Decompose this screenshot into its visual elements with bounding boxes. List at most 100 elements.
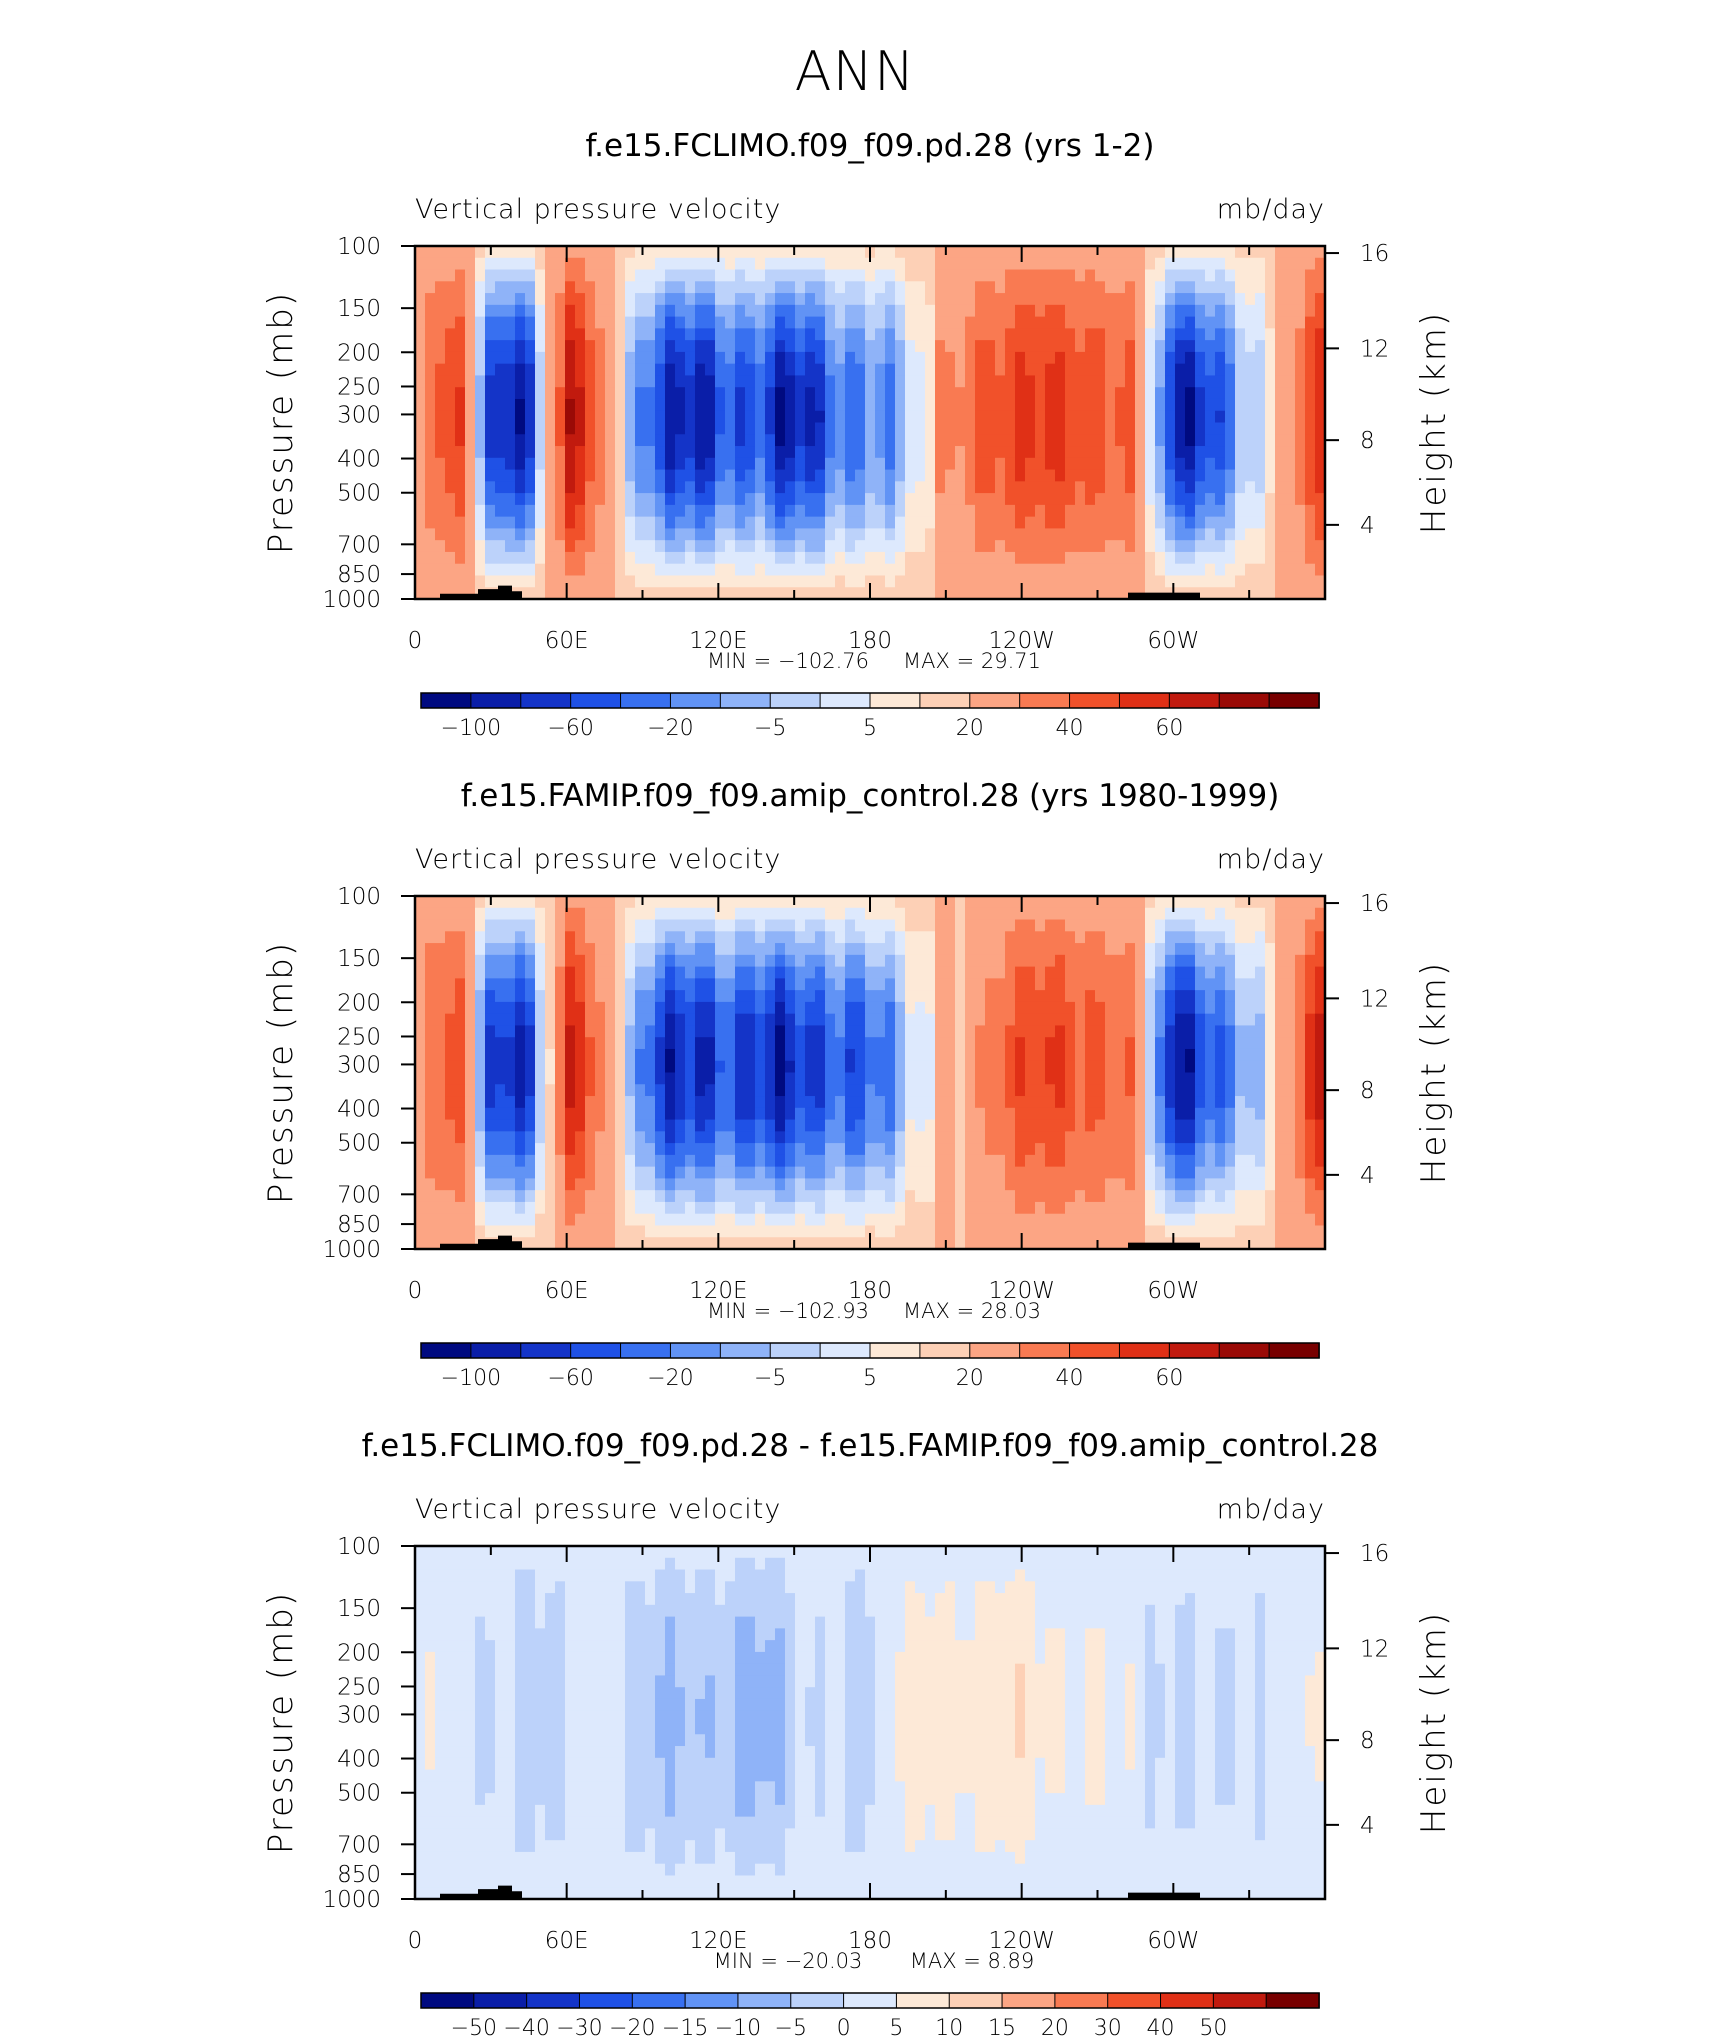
field-cell xyxy=(905,954,916,968)
field-cell xyxy=(995,575,1006,588)
field-cell xyxy=(685,528,696,541)
field-cell xyxy=(1085,943,1096,956)
field-cell xyxy=(1025,907,1036,921)
field-cell xyxy=(875,410,886,424)
field-cell xyxy=(1255,340,1266,353)
field-cell xyxy=(605,363,616,377)
field-cell xyxy=(1095,1072,1106,1085)
field-cell xyxy=(485,575,496,588)
field-cell xyxy=(695,551,706,565)
field-cell xyxy=(415,575,426,588)
field-cell xyxy=(585,504,596,518)
field-cell xyxy=(905,504,916,518)
field-cell xyxy=(885,563,896,577)
field-cell xyxy=(545,481,556,494)
field-cell xyxy=(595,1213,606,1227)
field-cell xyxy=(965,1096,976,1109)
field-cell xyxy=(495,540,506,553)
field-cell xyxy=(525,1190,536,1203)
field-cell xyxy=(725,919,736,932)
field-cell xyxy=(1025,1001,1036,1015)
field-cell xyxy=(545,493,556,506)
field-cell xyxy=(885,1237,896,1249)
field-cell xyxy=(1315,304,1325,318)
field-cell xyxy=(895,943,906,956)
field-cell xyxy=(945,1037,956,1050)
field-cell xyxy=(1255,540,1266,553)
field-cell xyxy=(575,481,586,494)
field-cell xyxy=(865,1048,876,1062)
field-cell xyxy=(1015,1001,1026,1015)
field-cell xyxy=(665,457,676,471)
field-cell xyxy=(1035,1225,1046,1238)
field-cell xyxy=(1065,563,1076,577)
field-cell xyxy=(445,434,456,447)
field-cell xyxy=(435,387,446,400)
field-cell xyxy=(745,1201,756,1215)
field-cell xyxy=(895,1237,906,1249)
field-cell xyxy=(665,1213,676,1227)
field-cell xyxy=(455,504,466,518)
field-cell xyxy=(905,528,916,541)
field-cell xyxy=(725,1025,736,1038)
field-cell xyxy=(615,978,626,991)
field-cell xyxy=(525,422,536,435)
field-cell xyxy=(485,410,496,424)
field-cell xyxy=(955,328,966,341)
field-cell xyxy=(865,1225,876,1238)
field-cell xyxy=(1055,1201,1066,1215)
field-cell xyxy=(535,1048,546,1062)
field-cell xyxy=(945,919,956,932)
field-cell xyxy=(775,481,786,494)
field-cell xyxy=(905,281,916,294)
field-cell xyxy=(1115,493,1126,506)
field-cell xyxy=(785,1013,796,1027)
field-cell xyxy=(825,978,836,991)
field-cell xyxy=(1005,516,1016,529)
field-cell xyxy=(925,896,936,909)
field-cell xyxy=(735,587,746,599)
field-cell xyxy=(745,1096,756,1109)
field-cell xyxy=(455,469,466,482)
field-cell xyxy=(955,293,966,306)
field-cell xyxy=(685,1060,696,1074)
field-cell xyxy=(525,304,536,318)
field-cell xyxy=(1095,1048,1106,1062)
field-cell xyxy=(1135,493,1146,506)
field-cell xyxy=(485,304,496,318)
field-cell xyxy=(1095,387,1106,400)
field-cell xyxy=(515,351,526,365)
field-cell xyxy=(1015,375,1026,388)
field-cell xyxy=(1115,246,1126,259)
field-cell xyxy=(855,563,866,577)
field-cell xyxy=(855,1013,866,1027)
field-cell xyxy=(665,1013,676,1027)
field-cell xyxy=(615,516,626,529)
field-cell xyxy=(1125,469,1136,482)
field-cell xyxy=(965,919,976,932)
field-cell xyxy=(1135,434,1146,447)
field-cell xyxy=(475,1225,486,1238)
field-cell xyxy=(1005,257,1016,271)
field-cell xyxy=(515,1096,526,1109)
field-cell xyxy=(685,304,696,318)
field-cell xyxy=(955,281,966,294)
field-cell xyxy=(1295,316,1306,329)
field-cell xyxy=(895,1048,906,1062)
field-cell xyxy=(475,293,486,306)
field-cell xyxy=(785,398,796,412)
field-cell xyxy=(865,1084,876,1097)
field-cell xyxy=(525,919,536,932)
field-cell xyxy=(785,422,796,435)
field-cell xyxy=(1015,990,1026,1003)
field-cell xyxy=(535,493,546,506)
field-cell xyxy=(915,304,926,318)
field-cell xyxy=(955,1072,966,1085)
field-cell xyxy=(1045,528,1056,541)
field-cell xyxy=(605,966,616,979)
field-cell xyxy=(595,304,606,318)
field-cell xyxy=(745,1154,756,1168)
field-cell xyxy=(915,422,926,435)
field-cell xyxy=(975,966,986,979)
field-cell xyxy=(935,340,946,353)
